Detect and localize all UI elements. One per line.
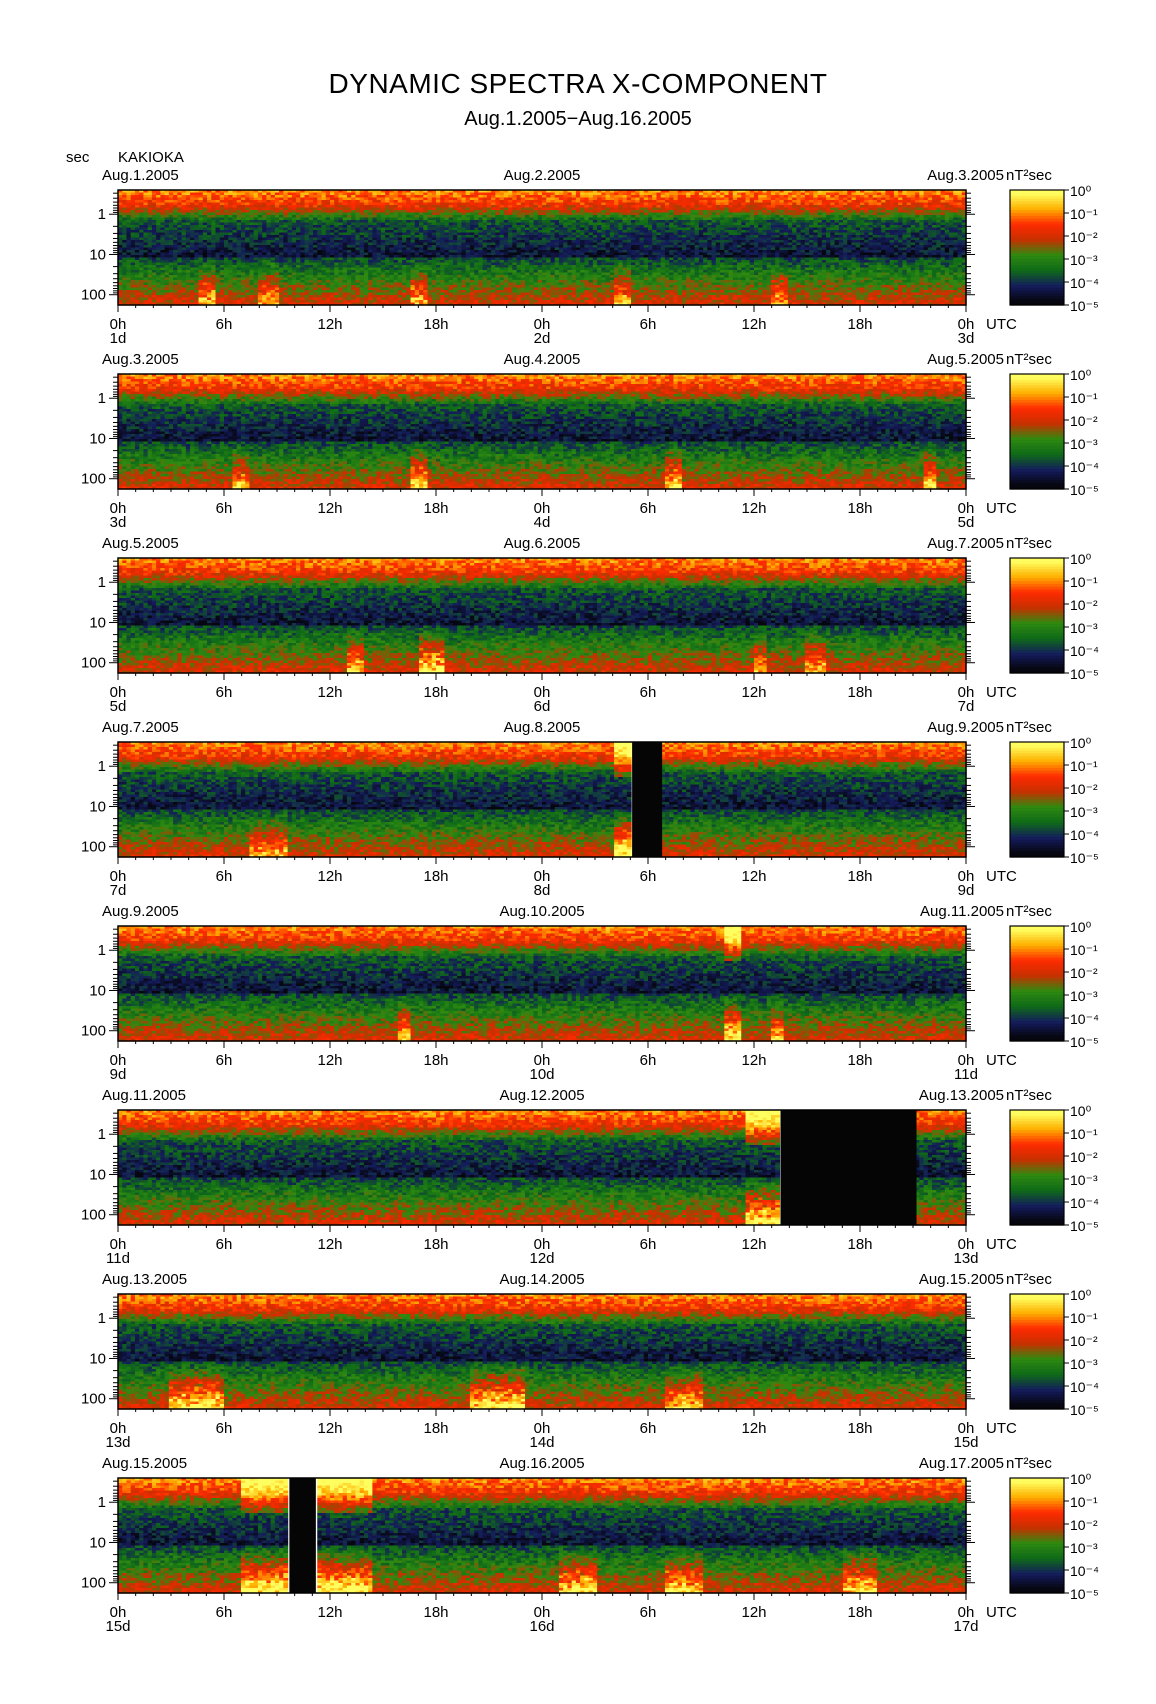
panel-start-date: Aug.1.2005 — [102, 167, 179, 184]
station-label: KAKIOKA — [118, 149, 184, 166]
y-unit-label: sec — [66, 149, 90, 166]
panel-mid-date: Aug.2.2005 — [504, 167, 581, 184]
panel-end-date: Aug.3.2005 — [927, 167, 1004, 184]
spectrogram — [118, 190, 967, 306]
